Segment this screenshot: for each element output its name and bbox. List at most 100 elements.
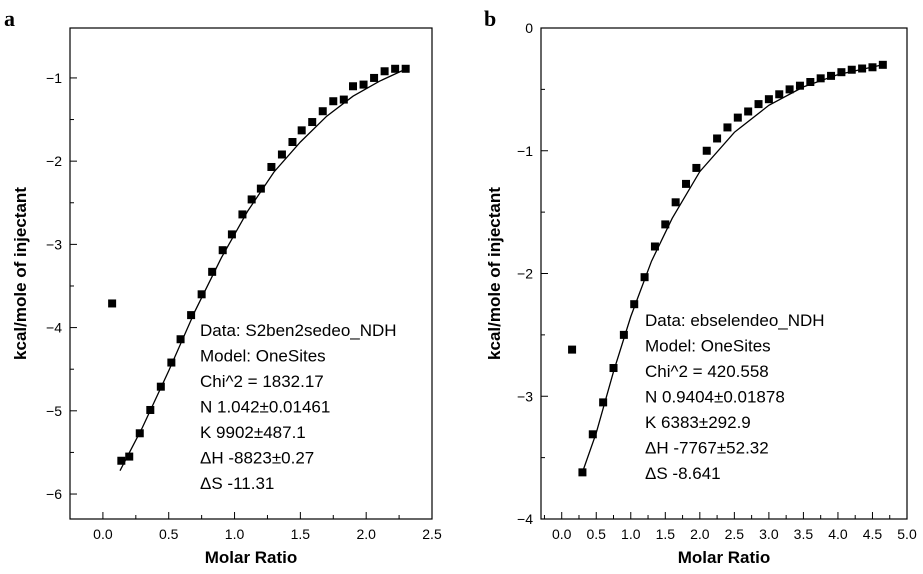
data-point <box>837 68 846 77</box>
data-point <box>671 198 680 207</box>
fit-annotation-line: N 1.042±0.01461 <box>200 398 330 417</box>
plot-frame <box>69 27 433 520</box>
data-point <box>692 163 701 172</box>
data-point <box>401 64 410 73</box>
data-point <box>713 134 722 143</box>
y-tick-label: −3 <box>517 388 533 404</box>
x-tick-label: 2.0 <box>356 526 376 542</box>
x-tick-label: 2.5 <box>725 526 745 542</box>
y-tick-label: −4 <box>517 511 533 527</box>
data-point <box>827 71 836 80</box>
x-tick-label: 1.5 <box>656 526 676 542</box>
x-tick-label: 1.0 <box>621 526 641 542</box>
data-point <box>156 382 165 391</box>
y-tick-label: −1 <box>46 70 62 86</box>
data-point <box>297 126 306 135</box>
data-point <box>108 299 117 308</box>
data-point <box>167 358 176 367</box>
fit-annotation-line: Chi^2 = 420.558 <box>645 362 769 381</box>
data-point <box>247 195 256 204</box>
data-point <box>744 107 753 116</box>
x-tick-label: 0.5 <box>587 526 607 542</box>
fit-annotation-line: Chi^2 = 1832.17 <box>200 372 324 391</box>
data-point <box>146 405 155 414</box>
data-point <box>609 364 618 373</box>
fit-annotation-line: K 6383±292.9 <box>645 413 751 432</box>
x-axis-title: Molar Ratio <box>205 548 298 567</box>
data-point <box>197 290 206 299</box>
data-point <box>640 273 649 282</box>
data-point <box>702 146 711 155</box>
y-tick-label: −1 <box>517 143 533 159</box>
data-point <box>256 184 265 193</box>
x-tick-label: 3.0 <box>759 526 779 542</box>
fit-curve <box>581 64 883 473</box>
data-point <box>630 300 639 309</box>
data-point <box>349 82 358 91</box>
data-point <box>208 267 217 276</box>
panel-letter: a <box>4 6 15 31</box>
fit-annotation-line: N 0.9404±0.01878 <box>645 388 785 407</box>
data-point <box>795 81 804 90</box>
data-point <box>117 456 126 465</box>
y-tick-label: −6 <box>46 486 62 502</box>
y-tick-label: −2 <box>517 266 533 282</box>
y-tick-label: −3 <box>46 236 62 252</box>
data-point <box>218 246 227 255</box>
chart-panel-b: b 0.0 0.5 1.0 1.5 2.0 2.5 3.0 3.5 4.0 4.5 5.0 0 −1 −2 −… <box>484 6 917 567</box>
fit-annotation-line: ΔH -7767±52.32 <box>645 439 769 458</box>
fit-annotation-line: K 9902±487.1 <box>200 423 306 442</box>
x-tick-label: 1.5 <box>291 526 311 542</box>
data-point <box>723 123 732 132</box>
data-point <box>370 73 379 82</box>
data-point <box>125 452 134 461</box>
data-point <box>847 65 856 74</box>
fit-annotation-line: Data: ebselendeo_NDH <box>645 311 825 330</box>
data-point <box>806 78 815 87</box>
data-point <box>380 67 389 76</box>
fit-annotation-line: Model: OneSites <box>645 337 771 356</box>
x-axis-title: Molar Ratio <box>678 548 771 567</box>
x-tick-label: 3.5 <box>794 526 814 542</box>
data-point <box>858 64 867 73</box>
y-tick-label: 0 <box>525 20 533 36</box>
data-point <box>308 118 317 127</box>
data-point <box>227 230 236 239</box>
x-tick-label: 4.0 <box>828 526 848 542</box>
data-point <box>187 311 196 320</box>
fit-annotation-line: Data: S2ben2sedeo_NDH <box>200 321 397 340</box>
x-tick-label: 0.0 <box>552 526 572 542</box>
data-point <box>650 242 659 251</box>
x-tick-label: 2.0 <box>690 526 710 542</box>
data-point <box>868 63 877 72</box>
data-point <box>599 398 608 407</box>
x-tick-label: 5.0 <box>897 526 917 542</box>
data-point <box>764 95 773 104</box>
fit-annotation-line: ΔH -8823±0.27 <box>200 449 314 468</box>
data-point <box>238 210 247 219</box>
data-point <box>733 113 742 122</box>
data-point <box>391 64 400 73</box>
x-tick-label: 0.5 <box>159 526 179 542</box>
data-point <box>359 80 368 89</box>
data-point <box>754 100 763 109</box>
data-point <box>661 220 670 229</box>
data-point <box>785 85 794 94</box>
data-point <box>267 162 276 171</box>
y-tick-label: −2 <box>46 153 62 169</box>
data-point <box>176 335 185 344</box>
y-axis-title: kcal/mole of injectant <box>485 187 504 360</box>
y-tick-label: −5 <box>46 403 62 419</box>
data-point <box>329 97 338 106</box>
fit-annotation-line: Model: OneSites <box>200 347 326 366</box>
data-point <box>775 90 784 99</box>
data-point <box>878 60 887 69</box>
data-point <box>339 95 348 104</box>
data-point <box>682 179 691 188</box>
data-point <box>816 74 825 83</box>
fit-annotation-line: ΔS -8.641 <box>645 464 721 483</box>
x-tick-label: 2.5 <box>422 526 442 542</box>
chart-panel-a: a 0.0 0.5 1.0 1.5 2.0 2.5 −1 −2 −3 −4 −5 −6 Molar Rat… <box>4 6 442 567</box>
panel-letter: b <box>484 6 496 31</box>
